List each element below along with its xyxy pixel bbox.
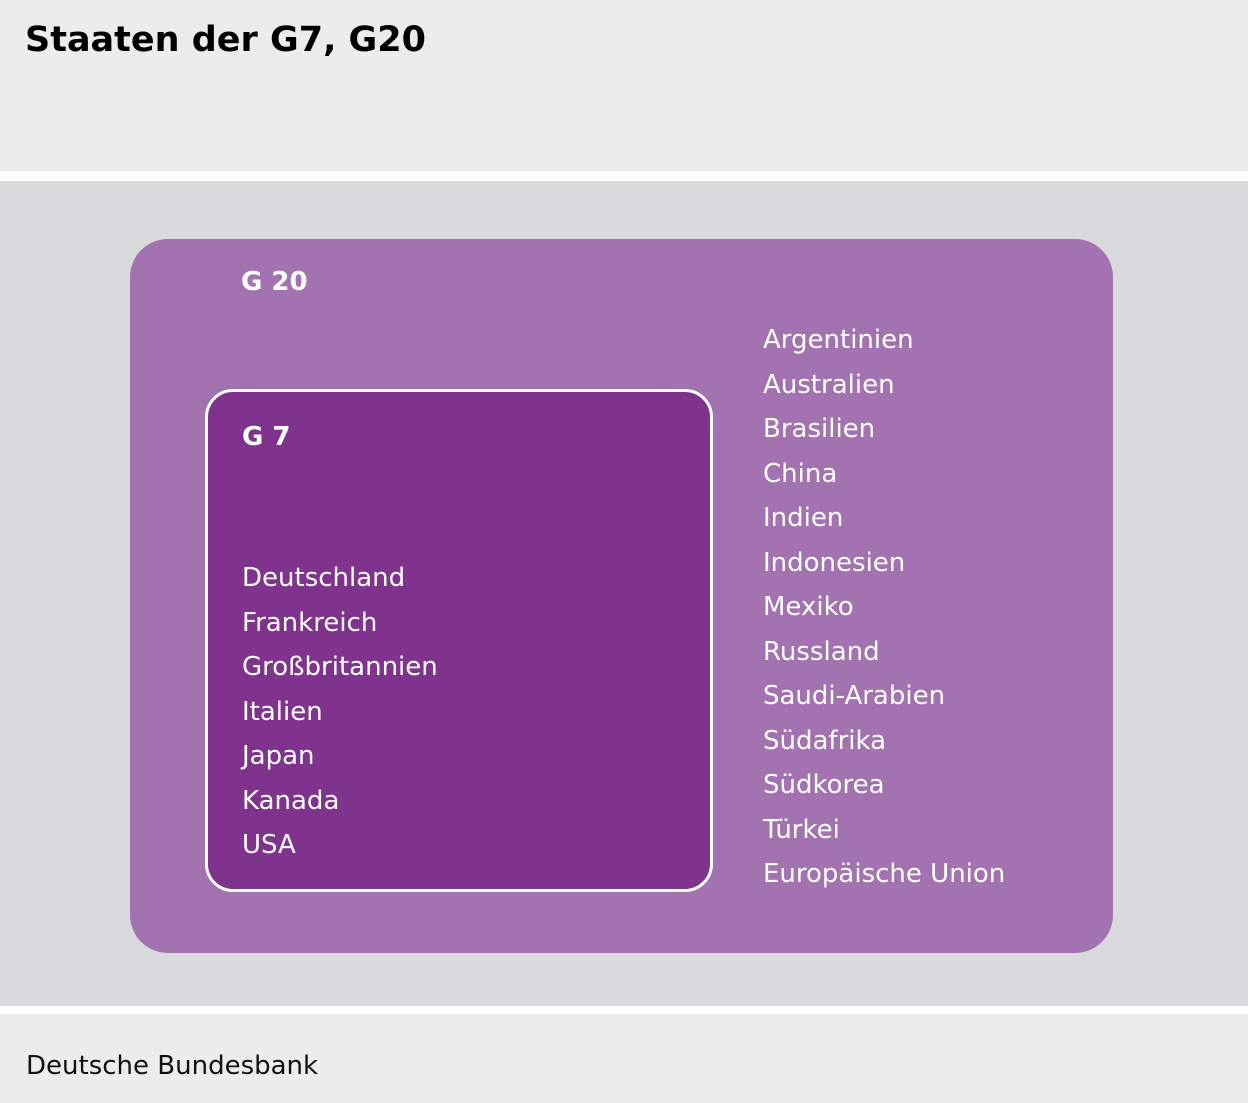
g20-member: Türkei [763, 814, 840, 845]
g20-group-label: G 20 [241, 267, 308, 297]
source-label: Deutsche Bundesbank [26, 1051, 319, 1081]
g20-member: China [763, 458, 838, 489]
g20-member: Saudi-Arabien [763, 681, 946, 711]
diagram-panel: G 20 G 7 Deutschland Frankreich Großbrit… [0, 181, 1248, 1006]
page-title: Staaten der G7, G20 [25, 20, 426, 60]
g20-member: Indonesien [763, 547, 906, 578]
g20-member: Russland [763, 636, 880, 667]
g20-member: Südkorea [763, 770, 885, 800]
header-panel: Staaten der G7, G20 [0, 0, 1248, 171]
g20-member-list: Argentinien Australien Brasilien China I… [763, 318, 1005, 897]
g7-member: Frankreich [242, 607, 378, 638]
g20-member: Mexiko [763, 592, 854, 622]
footer-panel: Deutsche Bundesbank [0, 1014, 1248, 1103]
g20-group-box: G 20 G 7 Deutschland Frankreich Großbrit… [130, 239, 1113, 953]
g7-member: USA [242, 830, 296, 860]
g7-group-box: G 7 Deutschland Frankreich Großbritannie… [205, 389, 713, 892]
g20-member: Argentinien [763, 325, 914, 355]
g20-member: Südafrika [763, 725, 887, 756]
g7-member: Großbritannien [242, 652, 438, 682]
g20-member: Indien [763, 503, 844, 533]
g7-member-list: Deutschland Frankreich Großbritannien It… [242, 556, 438, 868]
g20-member: Brasilien [763, 414, 876, 444]
g7-group-label: G 7 [242, 422, 291, 452]
g20-member: Australien [763, 369, 895, 400]
g7-member: Italien [242, 696, 323, 727]
g20-member: Europäische Union [763, 859, 1006, 889]
g7-member: Japan [242, 741, 315, 771]
g7-member: Deutschland [242, 563, 406, 593]
g7-member: Kanada [242, 785, 340, 816]
